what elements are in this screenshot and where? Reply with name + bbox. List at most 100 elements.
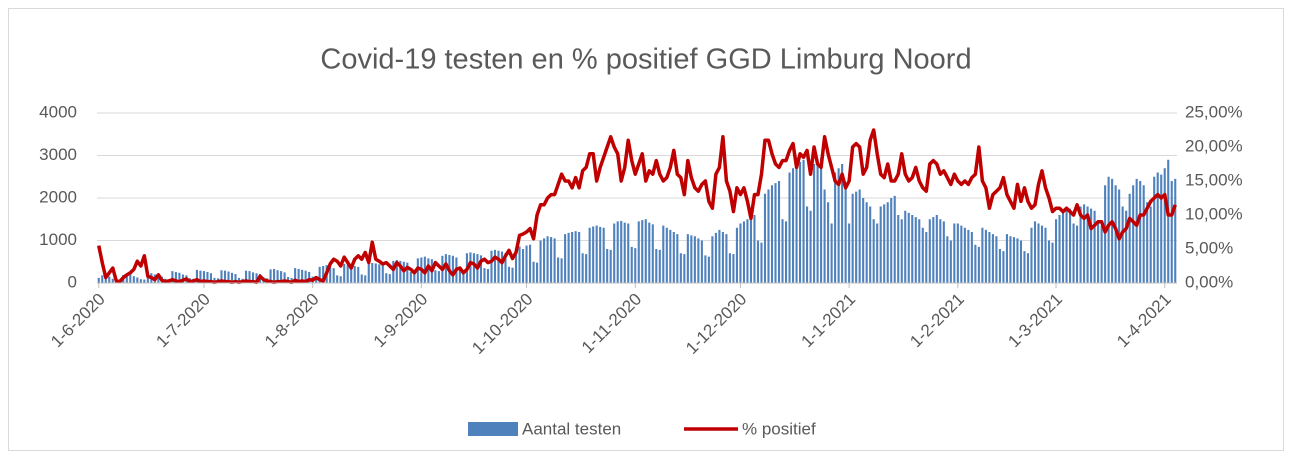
bar	[599, 226, 602, 283]
bar	[469, 252, 472, 283]
bar	[935, 215, 938, 283]
bar	[557, 257, 560, 283]
bar	[493, 249, 497, 283]
bar	[862, 198, 865, 283]
bar	[1160, 174, 1163, 283]
bar	[301, 269, 304, 283]
bar	[514, 248, 518, 283]
bar	[1047, 240, 1051, 283]
bar	[1156, 172, 1159, 283]
bar	[802, 159, 805, 283]
bar	[963, 227, 966, 283]
bar	[308, 271, 311, 283]
bar	[648, 222, 651, 283]
bar	[760, 242, 763, 283]
bar	[834, 172, 837, 283]
bar	[925, 232, 928, 283]
bar	[714, 232, 717, 283]
bar	[227, 271, 230, 283]
bar	[486, 268, 490, 283]
bar	[507, 266, 511, 283]
bar	[280, 271, 283, 283]
bar	[511, 267, 514, 283]
bar	[753, 215, 756, 283]
bar	[742, 221, 745, 283]
y2-tick-label: 15,00%	[1185, 170, 1243, 189]
bar	[385, 273, 388, 283]
bar	[174, 271, 177, 283]
bar	[1037, 223, 1040, 283]
bar	[1121, 206, 1124, 283]
bar	[767, 189, 770, 283]
y-tick-label: 0	[68, 272, 77, 291]
bar	[988, 232, 991, 283]
bar	[550, 237, 553, 283]
legend-swatch	[468, 422, 518, 436]
bar	[336, 275, 339, 283]
bar	[381, 265, 384, 283]
bar	[1065, 210, 1068, 283]
bar	[746, 219, 749, 283]
bar	[700, 240, 703, 283]
bar	[651, 224, 654, 283]
bar	[606, 249, 609, 283]
bar	[1104, 185, 1107, 283]
bar	[616, 221, 619, 283]
bar	[497, 250, 500, 283]
bar	[1153, 176, 1156, 283]
bar	[844, 185, 847, 283]
bar	[623, 222, 626, 283]
bar	[848, 223, 851, 283]
bar	[1009, 236, 1012, 283]
bar	[693, 236, 696, 283]
bar	[855, 191, 858, 283]
bar	[728, 253, 731, 283]
bar	[981, 227, 984, 283]
bar	[869, 206, 872, 283]
bar	[206, 271, 209, 283]
bar	[827, 202, 830, 283]
bar	[1149, 206, 1152, 283]
bar	[388, 274, 391, 283]
bar	[914, 217, 917, 283]
bar	[669, 229, 672, 283]
bar	[644, 219, 647, 283]
bar	[255, 273, 258, 283]
bar	[1125, 210, 1128, 283]
chart-title: Covid-19 testen en % positief GGD Limbur…	[320, 44, 971, 76]
bar	[1107, 176, 1110, 283]
bar	[1083, 204, 1086, 283]
bar	[139, 279, 142, 283]
bar	[108, 276, 111, 283]
bar	[483, 268, 486, 283]
bar	[353, 266, 356, 283]
bar	[977, 246, 980, 283]
bar	[806, 206, 809, 283]
bar	[672, 232, 675, 283]
bar	[458, 269, 461, 283]
bar	[364, 275, 367, 283]
bar	[237, 277, 241, 283]
bar	[837, 168, 840, 283]
bar	[101, 275, 104, 283]
bar	[630, 246, 633, 283]
bar	[297, 268, 300, 283]
y2-tick-label: 25,00%	[1185, 102, 1243, 121]
bar	[564, 234, 567, 283]
bar	[571, 232, 574, 283]
bar	[444, 254, 447, 283]
bar	[1044, 227, 1047, 283]
bar	[876, 223, 879, 283]
bar	[269, 269, 272, 283]
bar	[525, 245, 528, 283]
bar	[900, 219, 903, 283]
bar	[539, 240, 542, 283]
bar	[707, 256, 710, 283]
bar	[244, 270, 248, 283]
bar	[500, 251, 504, 283]
bar	[998, 249, 1001, 283]
bar	[725, 234, 728, 283]
bar	[157, 275, 160, 283]
bar	[413, 272, 416, 283]
